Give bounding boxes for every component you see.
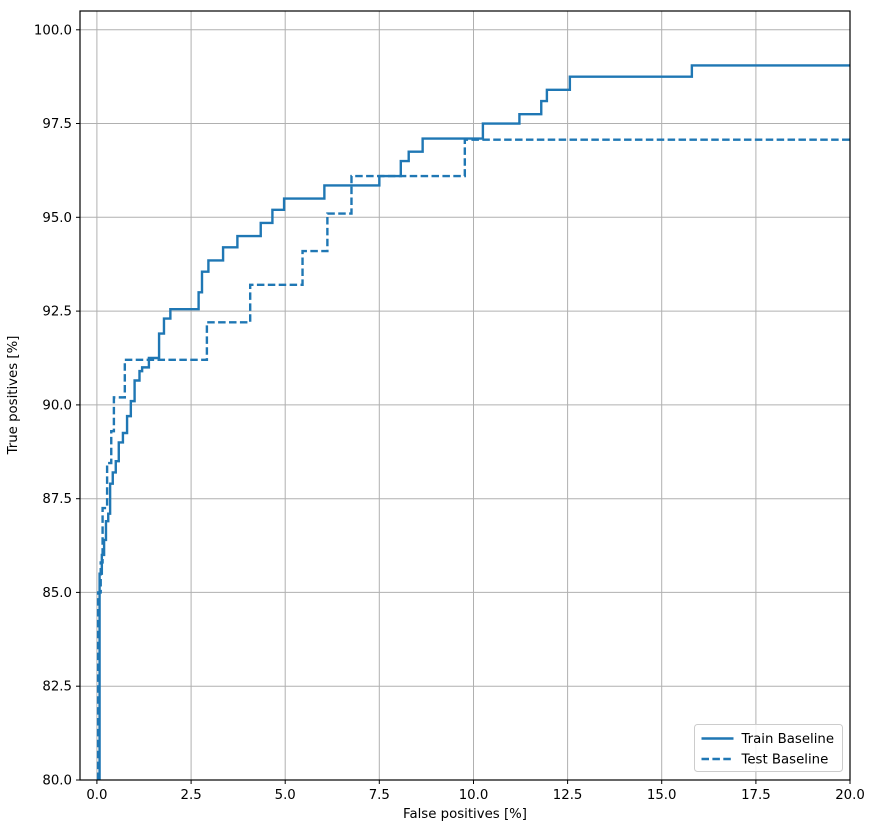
data-series [96,64,850,780]
y-axis-label: True positives [%] [6,336,21,456]
y-tick-label: 100.0 [34,23,72,38]
legend: Train Baseline Test Baseline [694,724,843,772]
y-tick-label: 92.5 [42,305,72,320]
x-tick-label: 0.0 [86,788,107,803]
y-tick-label: 80.0 [42,774,72,789]
y-tick-label: 95.0 [42,211,72,226]
x-tick-label: 2.5 [181,788,202,803]
x-tick-label: 20.0 [835,788,865,803]
x-tick-label: 7.5 [369,788,390,803]
y-tick-label: 97.5 [42,117,72,132]
y-tick-label: 82.5 [42,680,72,695]
x-tick-label: 5.0 [275,788,296,803]
y-tick-label: 90.0 [42,398,72,413]
legend-label: Train Baseline [741,732,835,747]
test-baseline-line [96,138,850,780]
y-tick-label: 85.0 [42,586,72,601]
y-tick-label: 87.5 [42,492,72,507]
x-tick-label: 10.0 [459,788,489,803]
grid-lines [80,11,851,781]
legend-box [694,724,843,772]
x-axis-label: False positives [%] [403,807,527,822]
x-tick-label: 12.5 [553,788,583,803]
x-tick-label: 15.0 [647,788,677,803]
axis-ticks: 0.0 2.5 5.0 7.5 10.0 12.5 15.0 17.5 20.0 80.0 82.5… [34,23,865,803]
x-tick-label: 17.5 [741,788,771,803]
plot-border [79,10,851,781]
legend-label: Test Baseline [741,753,829,768]
train-baseline-line [98,64,850,780]
